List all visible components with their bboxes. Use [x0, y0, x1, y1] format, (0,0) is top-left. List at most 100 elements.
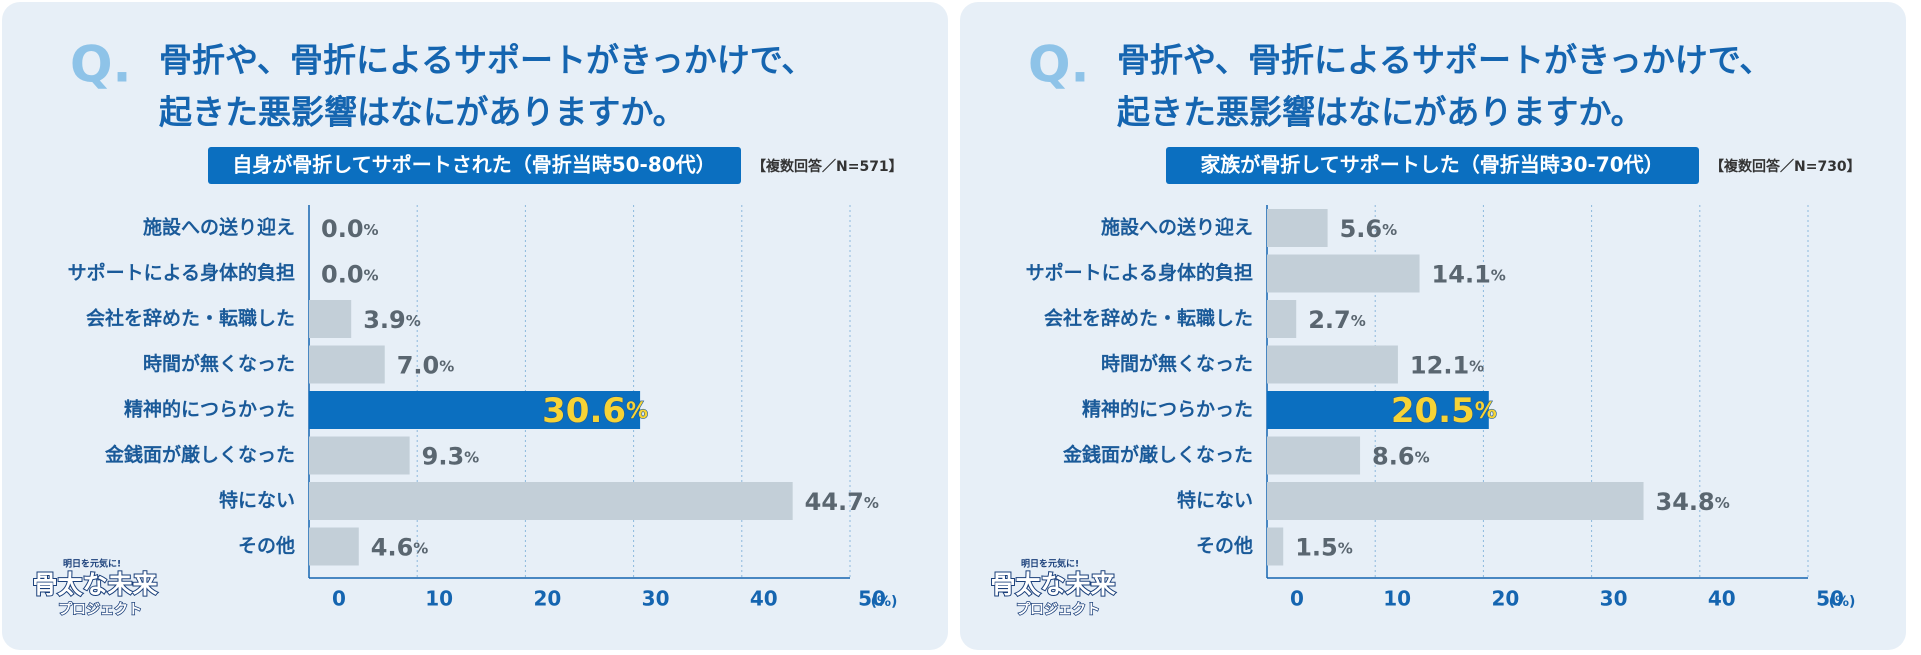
note: 【複数回答／N=571】 — [752, 158, 903, 175]
category-label: その他 — [238, 534, 295, 557]
x-tick-label: 20 — [1491, 587, 1519, 611]
x-tick-label: 30 — [642, 587, 670, 611]
value-number: 44.7 — [805, 488, 864, 516]
value-unit: % — [1469, 357, 1484, 375]
value-label: 12.1% — [1410, 352, 1484, 380]
logo-tagline: 明日を元気に! — [1021, 558, 1079, 570]
value-label: 0.0% — [321, 261, 379, 289]
x-tick-label: 30 — [1600, 587, 1628, 611]
category-label: 時間が無くなった — [143, 352, 295, 375]
x-axis-label: (%) — [1829, 594, 1856, 610]
bar — [1267, 300, 1297, 338]
logo-tagline: 明日を元気に! — [63, 558, 121, 570]
value-number: 12.1 — [1410, 352, 1469, 380]
value-number: 4.6 — [371, 534, 414, 562]
value-label: 34.8% — [1656, 488, 1730, 516]
category-label: その他 — [1196, 534, 1253, 557]
value-label: 0.0% — [321, 215, 379, 243]
question-title: 起きた悪影響はなにがありますか。 — [1117, 93, 1644, 132]
category-label: サポートによる身体的負担 — [68, 261, 295, 284]
value-unit: % — [1338, 539, 1353, 557]
value-number: 2.7 — [1308, 306, 1351, 334]
logo-sub: プロジェクト — [58, 602, 142, 618]
value-unit: % — [439, 357, 454, 375]
value-number: 8.6 — [1372, 443, 1415, 471]
bar — [1267, 436, 1361, 475]
value-unit: % — [1382, 221, 1397, 239]
logo-name: 骨太な未来 — [32, 570, 158, 599]
question-title: 骨折や、骨折によるサポートがきっかけで、 — [159, 41, 814, 80]
category-label: 会社を辞めた・転職した — [1044, 307, 1253, 330]
q-mark: Q. — [70, 36, 132, 94]
value-label: 3.9% — [363, 306, 421, 334]
bar — [1267, 345, 1398, 384]
value-number: 3.9 — [363, 306, 406, 334]
value-unit: % — [364, 221, 379, 239]
value-unit: % — [1475, 399, 1497, 424]
bar — [309, 300, 352, 338]
x-tick-label: 10 — [1383, 587, 1411, 611]
bar — [1267, 482, 1644, 520]
category-label: サポートによる身体的負担 — [1026, 261, 1253, 284]
value-number: 7.0 — [397, 352, 440, 380]
value-label: 4.6% — [371, 534, 429, 562]
bar — [309, 527, 359, 566]
category-label: 精神的につらかった — [124, 398, 295, 421]
category-label: 精神的につらかった — [1082, 398, 1253, 421]
subtitle-badge — [1166, 147, 1699, 184]
value-unit: % — [413, 539, 428, 557]
bar — [309, 482, 793, 520]
bar — [1267, 254, 1420, 293]
bar — [1267, 391, 1489, 429]
value-label: 5.6% — [1340, 215, 1398, 243]
logo-sub: プロジェクト — [1016, 602, 1100, 618]
value-number: 34.8 — [1656, 488, 1715, 516]
category-label: 施設への送り迎え — [143, 216, 295, 239]
x-tick-label: 20 — [533, 587, 561, 611]
value-unit: % — [464, 448, 479, 466]
value-label: 8.6% — [1372, 443, 1430, 471]
subtitle: 家族が骨折してサポートした（骨折当時30-70代） — [1200, 153, 1663, 177]
value-number: 14.1 — [1432, 261, 1491, 289]
category-label: 特にない — [219, 490, 295, 512]
value-unit: % — [1715, 494, 1730, 512]
value-number: 0.0 — [321, 261, 364, 289]
x-tick-label: 0 — [1290, 587, 1304, 611]
x-tick-label: 50 — [1816, 587, 1844, 611]
x-tick-label: 0 — [332, 587, 346, 611]
bar — [309, 436, 410, 475]
subtitle: 自身が骨折してサポートされた（骨折当時50-80代） — [232, 153, 715, 177]
subtitle-badge — [208, 147, 741, 184]
value-unit: % — [406, 312, 421, 330]
value-label: 14.1% — [1432, 261, 1506, 289]
value-label: 7.0% — [397, 352, 455, 380]
value-label: 1.5% — [1295, 534, 1353, 562]
value-label: 9.3% — [422, 443, 480, 471]
x-tick-label: 50 — [858, 587, 886, 611]
question-title: 起きた悪影響はなにがありますか。 — [159, 93, 686, 132]
bar — [309, 345, 385, 384]
x-axis-label: (%) — [871, 594, 898, 610]
note: 【複数回答／N=730】 — [1710, 158, 1861, 175]
value-number: 1.5 — [1295, 534, 1338, 562]
value-unit: % — [1415, 448, 1430, 466]
question-title: 骨折や、骨折によるサポートがきっかけで、 — [1117, 41, 1772, 80]
value-number: 5.6 — [1340, 215, 1383, 243]
category-label: 金銭面が厳しくなった — [104, 443, 295, 466]
value-unit: % — [864, 494, 879, 512]
category-label: 金銭面が厳しくなった — [1062, 443, 1253, 466]
x-tick-label: 40 — [1708, 587, 1736, 611]
q-mark: Q. — [1028, 36, 1090, 94]
category-label: 会社を辞めた・転職した — [86, 307, 295, 330]
bar — [309, 391, 641, 429]
value-label: 44.7% — [805, 488, 879, 516]
value-label: 30.6% — [542, 391, 648, 431]
value-unit: % — [1491, 266, 1506, 284]
bar — [1267, 209, 1328, 247]
value-number: 30.6 — [542, 391, 626, 431]
category-label: 施設への送り迎え — [1101, 216, 1253, 239]
bar — [1267, 527, 1284, 566]
value-label: 2.7% — [1308, 306, 1366, 334]
value-number: 0.0 — [321, 215, 364, 243]
x-tick-label: 10 — [425, 587, 453, 611]
